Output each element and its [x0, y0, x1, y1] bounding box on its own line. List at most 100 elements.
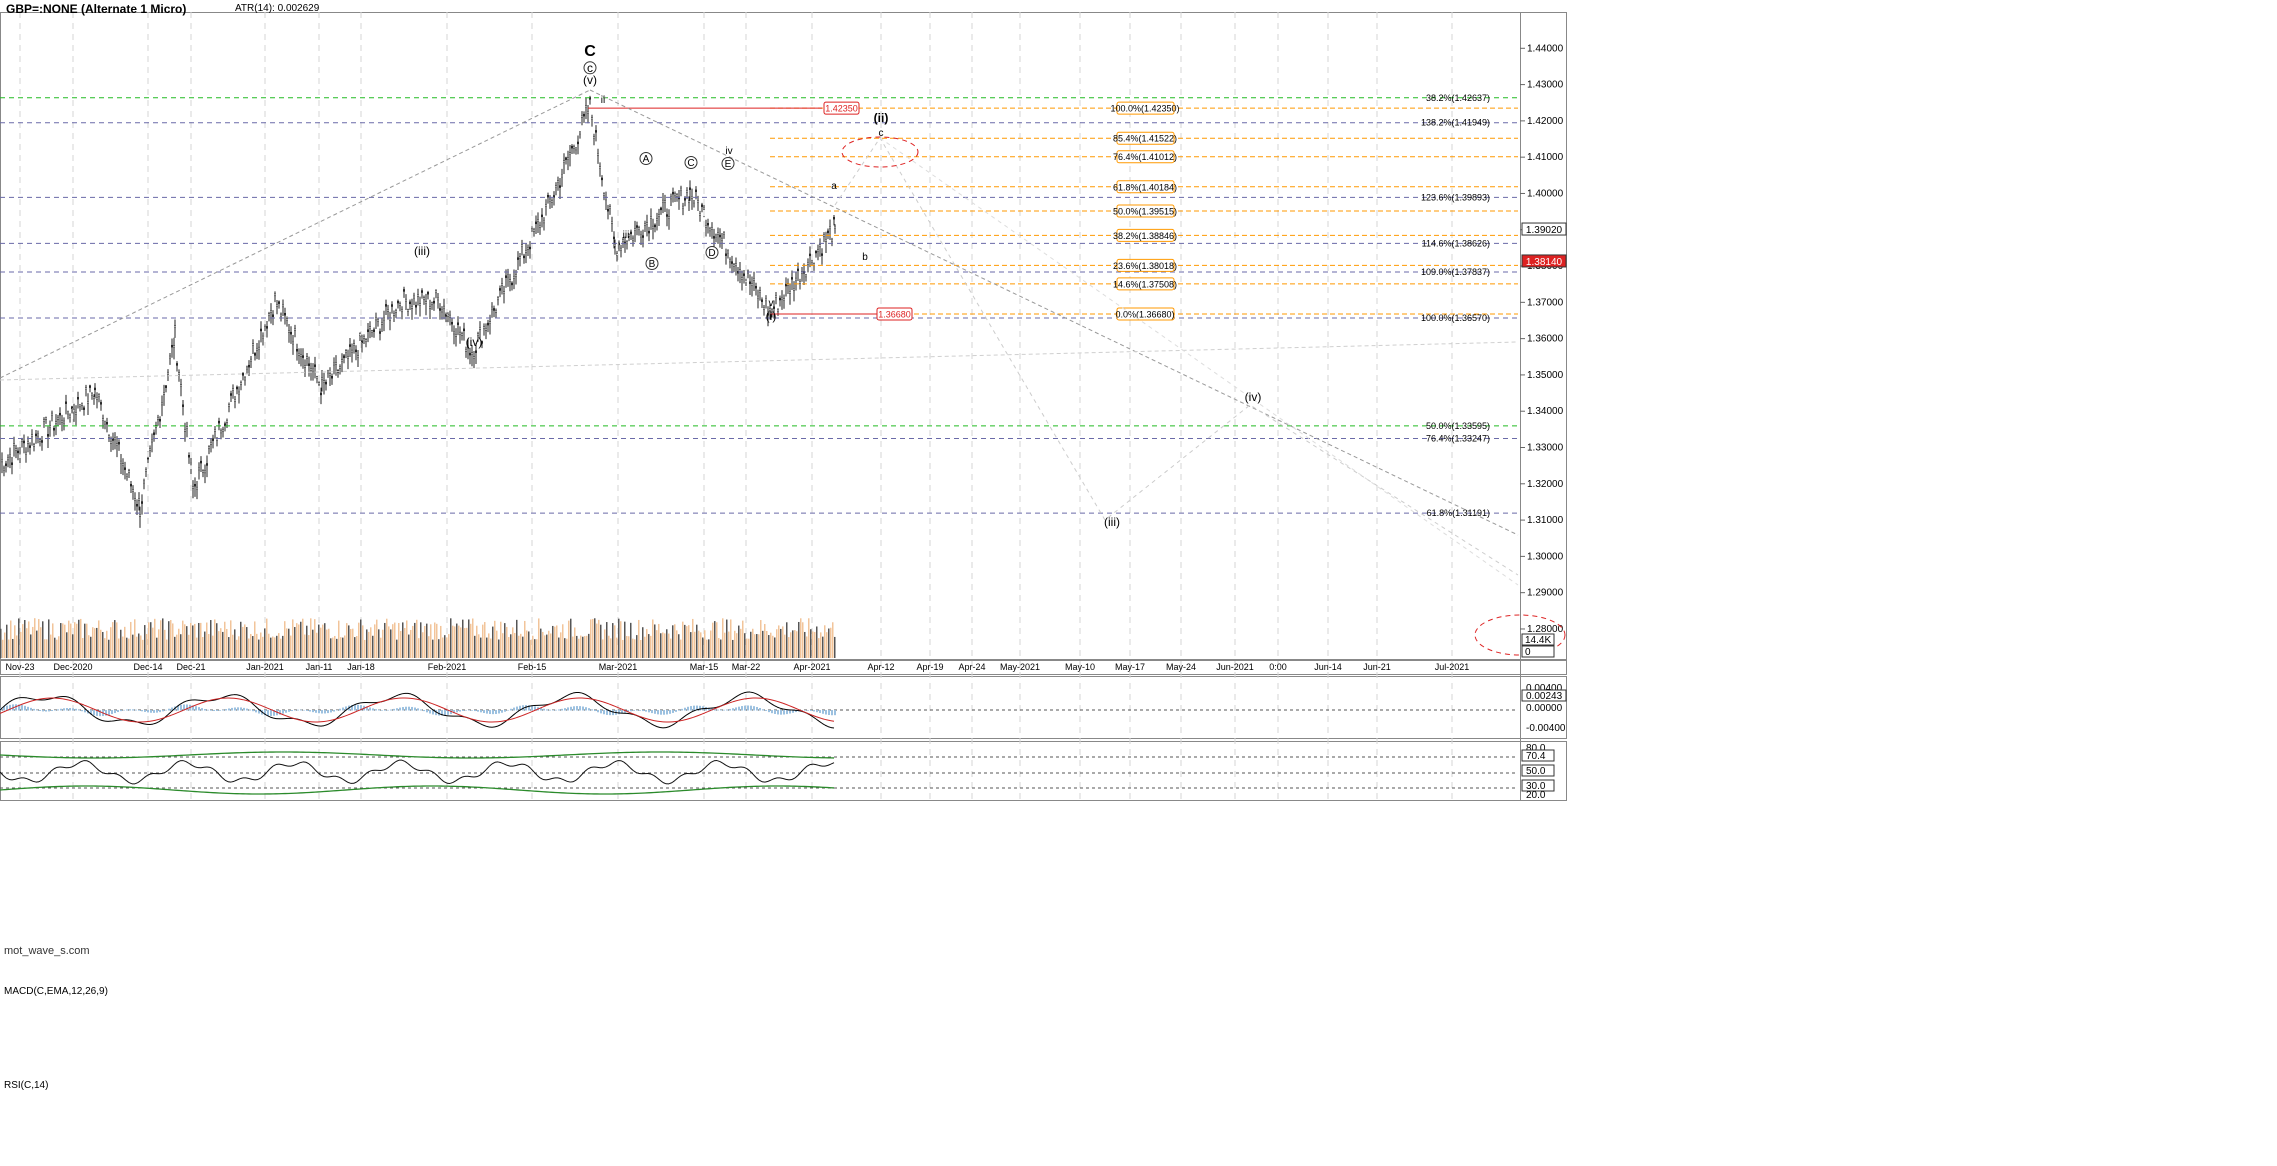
volume-bar — [690, 632, 692, 658]
signal-line-segment — [20, 703, 25, 706]
volume-bar — [6, 624, 8, 658]
volume-bar — [508, 637, 510, 658]
volume-bar — [192, 625, 194, 658]
volume-bar — [428, 636, 430, 658]
macd-histogram-bar — [252, 710, 254, 712]
macd-line-segment — [737, 693, 742, 697]
volume-bar — [510, 634, 512, 658]
volume-bar — [666, 629, 668, 658]
signal-line-segment — [815, 716, 820, 719]
signal-line-segment — [272, 710, 277, 713]
volume-bar — [608, 635, 610, 658]
signal-line-segment — [467, 717, 472, 720]
price-bar-body — [262, 335, 265, 339]
signal-line-segment — [788, 705, 793, 708]
level-label: 123.6%(1.39893) — [1421, 192, 1490, 202]
rsi-line-segment — [239, 777, 244, 780]
volume-bar — [274, 637, 276, 658]
macd-histogram-bar — [648, 710, 650, 713]
volume-bar — [240, 621, 242, 658]
price-bar-body — [825, 239, 828, 242]
signal-line-segment — [122, 719, 127, 722]
signal-line-segment — [509, 718, 514, 721]
signal-line-segment — [77, 702, 82, 705]
volume-bar — [52, 623, 54, 658]
price-bar-body — [743, 273, 746, 276]
macd-line-segment — [695, 708, 700, 711]
macd-histogram-bar — [246, 708, 248, 711]
price-bar-body — [371, 330, 374, 333]
price-bar-body — [473, 356, 476, 359]
volume-bar — [118, 638, 120, 658]
volume-bar — [42, 621, 44, 658]
macd-line-segment — [473, 720, 478, 723]
signal-line-segment — [386, 698, 391, 701]
volume-bar — [540, 628, 542, 658]
price-bar-body — [453, 331, 456, 335]
price-bar-body — [709, 228, 712, 232]
macd-line-segment — [521, 707, 526, 710]
rsi-line-segment — [515, 764, 520, 766]
y-tick-label: 1.36000 — [1527, 334, 1564, 345]
macd-line-segment — [482, 724, 487, 727]
volume-bar — [582, 636, 584, 658]
volume-bar — [142, 639, 144, 658]
macd-histogram-bar — [399, 707, 401, 711]
price-bar-body — [419, 303, 422, 306]
macd-line-segment — [227, 694, 232, 697]
level-label: 100.0%(1.36570) — [1421, 313, 1490, 323]
macd-histogram-bar — [285, 710, 287, 713]
price-bar-body — [129, 483, 132, 487]
level-label: 109.0%(1.37837) — [1421, 267, 1490, 277]
volume-bar — [62, 623, 64, 658]
macd-histogram-bar — [21, 705, 23, 711]
price-bar-body — [308, 363, 311, 366]
price-bar-body — [207, 446, 210, 450]
price-bar-body — [705, 225, 708, 228]
macd-line-segment — [14, 697, 19, 700]
volume-bar — [800, 618, 802, 658]
price-bar-body — [333, 362, 336, 366]
macd-histogram-bar — [69, 708, 71, 711]
price-bar-body — [144, 469, 147, 472]
volume-bar — [744, 633, 746, 658]
macd-histogram-bar — [135, 709, 137, 711]
volume-bar — [620, 621, 622, 658]
signal-line-segment — [683, 718, 688, 721]
volume-bar — [514, 632, 516, 658]
price-bar-body — [66, 411, 69, 415]
macd-histogram-bar — [447, 710, 449, 715]
rsi-line-segment — [491, 761, 496, 765]
rsi-line-segment — [707, 761, 712, 766]
signal-line-segment — [266, 707, 271, 710]
macd-histogram-bar — [294, 709, 296, 711]
macd-histogram-bar — [279, 710, 281, 715]
signal-line-segment — [632, 713, 637, 716]
volume-bar — [720, 639, 722, 658]
volume-bar — [468, 619, 470, 658]
macd-histogram-bar — [642, 710, 644, 712]
rsi-line-segment — [749, 770, 754, 775]
macd-line-segment — [437, 712, 442, 715]
macd-line-segment — [743, 691, 748, 694]
volume-bar — [74, 622, 76, 658]
fib-label: 100.0%(1.42350) — [1110, 104, 1179, 114]
rsi-line-segment — [359, 775, 364, 780]
macd-line-segment — [776, 706, 781, 709]
volume-bar — [492, 626, 494, 658]
macd-line-segment — [749, 691, 754, 694]
macd-histogram-bar — [810, 710, 812, 711]
price-panel[interactable] — [0, 95, 837, 528]
rsi-line-segment — [758, 779, 763, 783]
volume-bar — [36, 630, 38, 658]
macd-line-segment — [689, 710, 694, 714]
signal-line-segment — [413, 698, 418, 700]
price-bar-body — [439, 308, 442, 311]
macd-histogram-bar — [324, 710, 326, 714]
macd-histogram-bar — [321, 710, 323, 714]
volume-bar — [96, 627, 98, 658]
price-bar-body — [457, 322, 460, 325]
signal-line-segment — [701, 712, 706, 715]
y-tick-label: 1.43000 — [1527, 80, 1564, 91]
